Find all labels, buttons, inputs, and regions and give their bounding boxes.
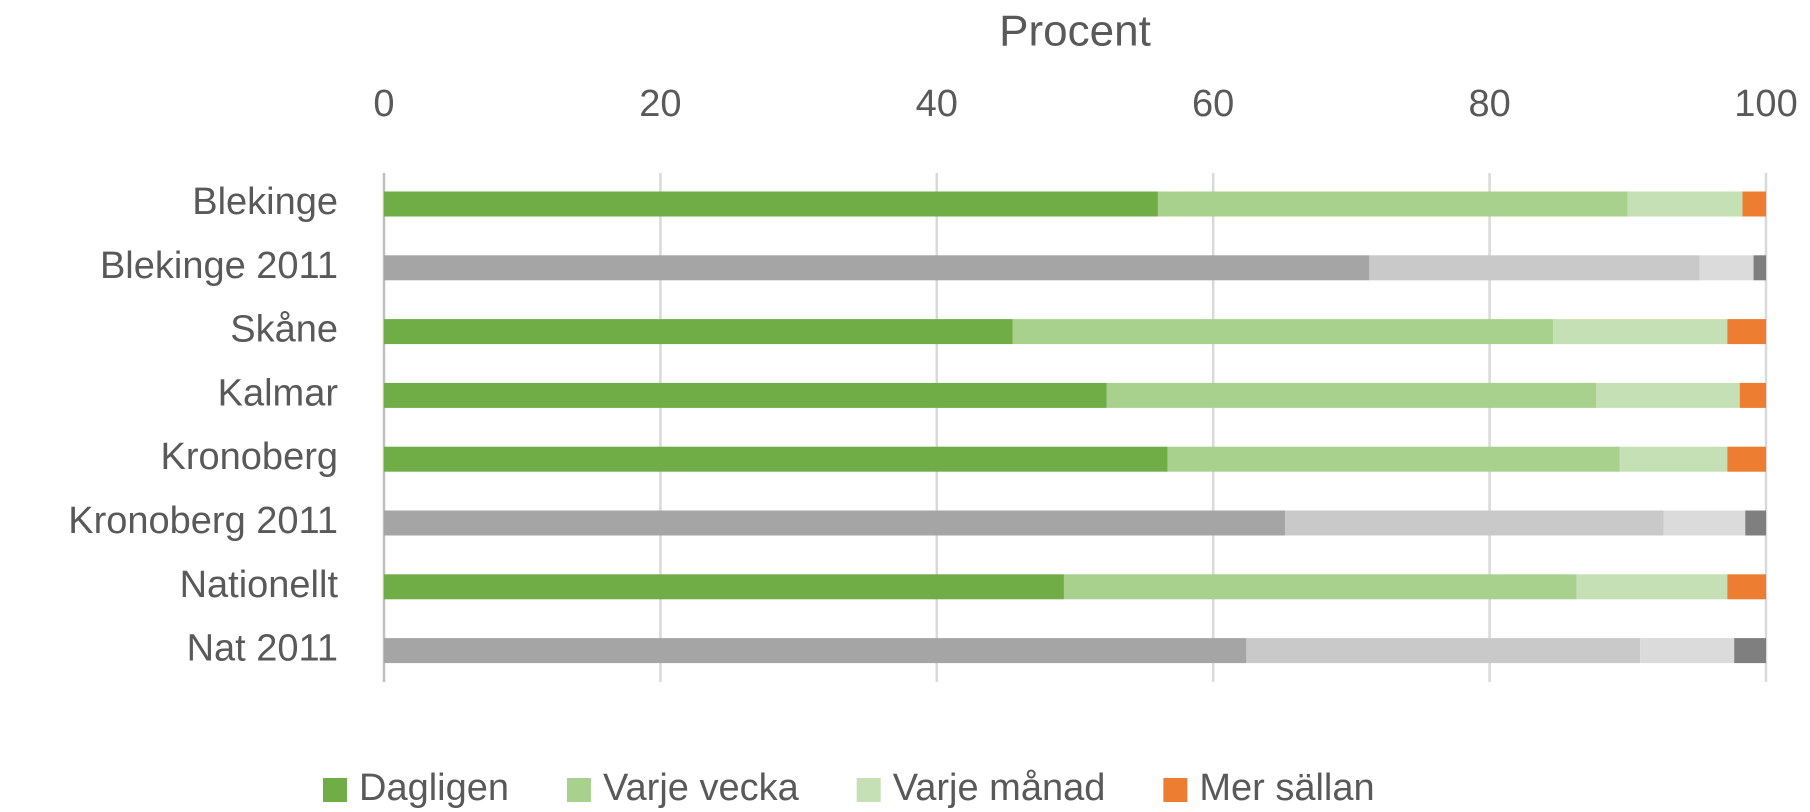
bar-segment — [1553, 319, 1728, 345]
bar-segment — [1727, 574, 1766, 600]
axis-title: Procent — [999, 7, 1151, 56]
bar-segment — [384, 255, 1370, 281]
bar-segment — [1727, 446, 1766, 472]
bar-segment — [1753, 255, 1766, 281]
x-tick-label: 100 — [1734, 83, 1797, 125]
bar-segment — [1663, 510, 1746, 536]
bar-segment — [384, 638, 1247, 664]
x-tick-label: 20 — [639, 83, 681, 125]
x-tick-label: 80 — [1468, 83, 1510, 125]
bar-segment — [1742, 191, 1766, 217]
bar-segment — [1596, 382, 1740, 408]
bar-segment — [1745, 510, 1766, 536]
y-tick-label: Blekinge 2011 — [100, 245, 338, 287]
bar-segment — [1640, 638, 1735, 664]
y-tick-label: Nationellt — [180, 564, 339, 606]
y-tick-label: Nat 2011 — [187, 628, 338, 670]
legend-label: Mer sällan — [1199, 767, 1374, 809]
bar-segment — [1167, 446, 1620, 472]
bar-segment — [1106, 382, 1597, 408]
bar-segment — [1012, 319, 1554, 345]
bar-segment — [1369, 255, 1700, 281]
x-tick-label: 0 — [373, 83, 394, 125]
bar-segment — [1576, 574, 1728, 600]
y-tick-label: Kronoberg 2011 — [68, 500, 338, 542]
legend-label: Varje månad — [893, 767, 1106, 809]
x-tick-label: 40 — [916, 83, 958, 125]
bar-segment — [1063, 574, 1577, 600]
bar-segment — [384, 574, 1064, 600]
legend-swatch — [856, 778, 881, 802]
bar-segment — [384, 382, 1107, 408]
bar-segment — [384, 446, 1168, 472]
y-tick-label: Blekinge — [192, 181, 338, 223]
bar-segment — [1734, 638, 1766, 664]
y-tick-label: Kalmar — [218, 372, 339, 414]
legend-swatch — [1163, 778, 1188, 802]
bar-segment — [384, 319, 1013, 345]
bar-segment — [384, 191, 1158, 217]
legend-swatch — [567, 778, 591, 802]
bar-segment — [1157, 191, 1628, 217]
bar-segment — [1727, 319, 1766, 345]
bar-segment — [1699, 255, 1754, 281]
legend-label: Varje vecka — [603, 767, 800, 809]
bar-segment — [1619, 446, 1728, 472]
bar-segment — [1739, 382, 1766, 408]
legend-swatch — [323, 778, 347, 802]
legend-label: Dagligen — [359, 767, 509, 809]
bar-segment — [384, 510, 1286, 536]
x-tick-label: 60 — [1192, 83, 1234, 125]
bar-segment — [1246, 638, 1641, 664]
bar-segment — [1627, 191, 1743, 217]
y-tick-label: Kronoberg — [161, 436, 338, 478]
y-tick-label: Skåne — [230, 309, 338, 351]
bar-segment — [1285, 510, 1664, 536]
